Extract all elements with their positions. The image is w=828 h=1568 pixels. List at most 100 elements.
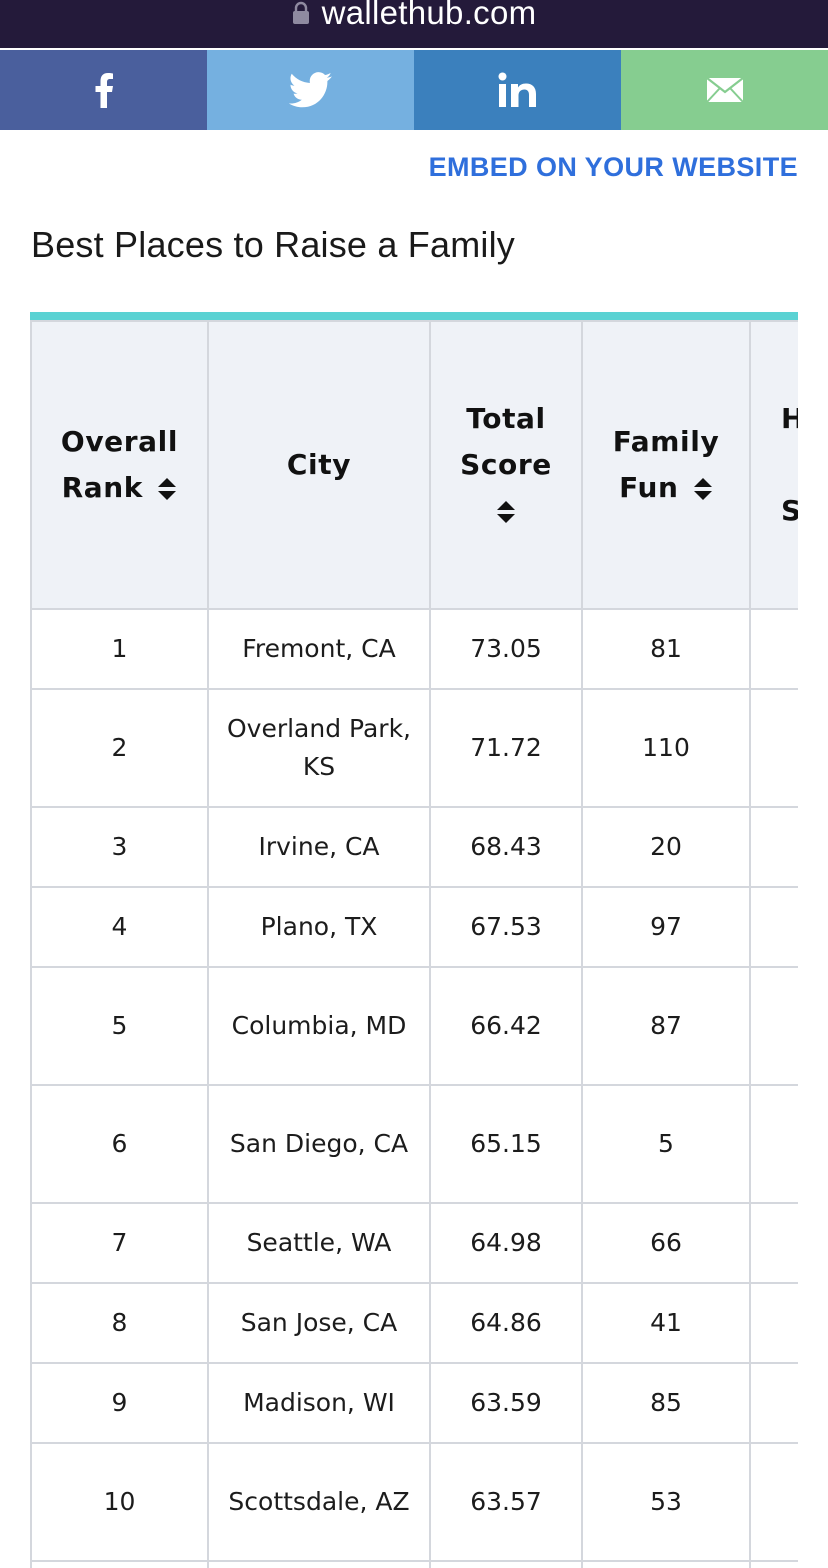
cell-partial — [749, 1084, 798, 1204]
table-row: 7 Seattle, WA 64.98 66 — [30, 1202, 798, 1284]
cell-city: Irvine, CA — [207, 806, 431, 888]
lock-icon — [292, 1, 309, 24]
table-row: 2 Overland Park, KS 71.72 110 — [30, 688, 798, 808]
sort-icon[interactable] — [157, 477, 177, 501]
cell-partial — [749, 1202, 798, 1284]
cell-rank: 3 — [30, 806, 209, 888]
cell-family-fun: 85 — [581, 1362, 751, 1444]
cell-city — [207, 1560, 431, 1568]
cell-total-score: 68.43 — [429, 806, 583, 888]
cell-city: Madison, WI — [207, 1362, 431, 1444]
table-row: 9 Madison, WI 63.59 85 — [30, 1362, 798, 1444]
table-row: 5 Columbia, MD 66.42 87 — [30, 966, 798, 1086]
cell-total-score: 64.86 — [429, 1282, 583, 1364]
cell-total-score: 65.15 — [429, 1084, 583, 1204]
table-row: 6 San Diego, CA 65.15 5 — [30, 1084, 798, 1204]
share-linkedin-button[interactable] — [414, 50, 621, 130]
cell-rank — [30, 1560, 209, 1568]
cell-total-score: 71.72 — [429, 688, 583, 808]
cell-city: San Jose, CA — [207, 1282, 431, 1364]
cell-city: Fremont, CA — [207, 608, 431, 690]
cell-total-score: 66.42 — [429, 966, 583, 1086]
cell-rank: 5 — [30, 966, 209, 1086]
table-row — [30, 1560, 798, 1568]
cell-rank: 8 — [30, 1282, 209, 1364]
cell-partial — [749, 608, 798, 690]
cell-total-score: 64.98 — [429, 1202, 583, 1284]
cell-total-score: 73.05 — [429, 608, 583, 690]
share-facebook-button[interactable] — [0, 50, 207, 130]
browser-url-bar[interactable]: wallethub.com — [0, 0, 828, 48]
table-row: 3 Irvine, CA 68.43 20 — [30, 806, 798, 888]
cell-family-fun: 81 — [581, 608, 751, 690]
cell-partial — [749, 1362, 798, 1444]
cell-family-fun: 5 — [581, 1084, 751, 1204]
url-text: wallethub.com — [321, 0, 537, 31]
cell-family-fun: 110 — [581, 688, 751, 808]
header-rank-line2: Rank — [61, 471, 144, 504]
cell-family-fun: 41 — [581, 1282, 751, 1364]
cell-rank: 7 — [30, 1202, 209, 1284]
share-email-button[interactable] — [621, 50, 828, 130]
page-title: Best Places to Raise a Family — [31, 224, 515, 265]
cell-partial — [749, 806, 798, 888]
facebook-icon — [95, 73, 113, 108]
table-row: 1 Fremont, CA 73.05 81 — [30, 608, 798, 690]
cell-rank: 1 — [30, 608, 209, 690]
header-partial-column[interactable]: H S — [749, 320, 798, 610]
cell-city: Scottsdale, AZ — [207, 1442, 431, 1562]
header-score-line1: Total — [466, 402, 546, 435]
twitter-icon — [288, 72, 332, 108]
table-header-row: Overall Rank City Total Score — [30, 320, 798, 610]
cell-partial — [749, 886, 798, 968]
cell-city: Seattle, WA — [207, 1202, 431, 1284]
header-overall-rank[interactable]: Overall Rank — [30, 320, 209, 610]
cell-partial — [749, 688, 798, 808]
header-partial-line1: H — [781, 402, 798, 435]
header-score-line2: Score — [460, 448, 552, 481]
table-row: 10 Scottsdale, AZ 63.57 53 — [30, 1442, 798, 1562]
header-fun-line2: Fun — [619, 471, 679, 504]
cell-rank: 2 — [30, 688, 209, 808]
cell-family-fun: 97 — [581, 886, 751, 968]
table-row: 8 San Jose, CA 64.86 41 — [30, 1282, 798, 1364]
cell-city: San Diego, CA — [207, 1084, 431, 1204]
header-city-label: City — [286, 448, 352, 481]
share-bar — [0, 50, 828, 130]
cell-partial — [749, 1560, 798, 1568]
rankings-table: Overall Rank City Total Score — [30, 320, 798, 1568]
cell-partial — [749, 1282, 798, 1364]
cell-family-fun — [581, 1560, 751, 1568]
header-fun-line1: Family — [612, 425, 720, 458]
cell-city: Overland Park, KS — [207, 688, 431, 808]
cell-family-fun: 87 — [581, 966, 751, 1086]
sort-icon[interactable] — [496, 500, 516, 524]
cell-total-score: 63.59 — [429, 1362, 583, 1444]
cell-rank: 4 — [30, 886, 209, 968]
sort-icon[interactable] — [693, 477, 713, 501]
header-partial-line2: S — [781, 494, 798, 527]
cell-family-fun: 66 — [581, 1202, 751, 1284]
cell-total-score: 67.53 — [429, 886, 583, 968]
cell-rank: 6 — [30, 1084, 209, 1204]
cell-city: Columbia, MD — [207, 966, 431, 1086]
cell-family-fun: 53 — [581, 1442, 751, 1562]
share-twitter-button[interactable] — [207, 50, 414, 130]
embed-link[interactable]: EMBED ON YOUR WEBSITE — [428, 152, 798, 182]
cell-rank: 9 — [30, 1362, 209, 1444]
cell-total-score: 63.57 — [429, 1442, 583, 1562]
header-rank-line1: Overall — [60, 425, 179, 458]
cell-family-fun: 20 — [581, 806, 751, 888]
table-accent-bar — [30, 312, 798, 320]
header-city: City — [207, 320, 431, 610]
table-row: 4 Plano, TX 67.53 97 — [30, 886, 798, 968]
cell-city: Plano, TX — [207, 886, 431, 968]
email-icon — [705, 77, 744, 103]
linkedin-icon — [498, 72, 536, 107]
rankings-table-container[interactable]: Overall Rank City Total Score — [30, 312, 798, 1568]
header-family-fun[interactable]: Family Fun — [581, 320, 751, 610]
header-total-score[interactable]: Total Score — [429, 320, 583, 610]
cell-partial — [749, 966, 798, 1086]
cell-total-score — [429, 1560, 583, 1568]
cell-partial — [749, 1442, 798, 1562]
